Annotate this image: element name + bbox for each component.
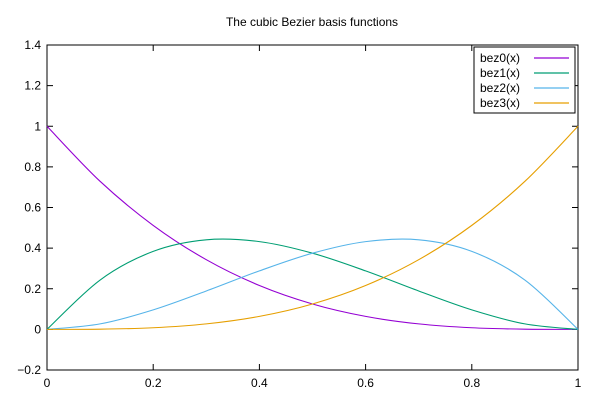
legend-label-3: bez3(x) [480, 96, 520, 110]
x-tick-label: 0.4 [251, 376, 268, 390]
x-tick-label: 0.2 [145, 376, 162, 390]
series-line-3 [46, 125, 579, 330]
series-line-0 [46, 125, 579, 330]
y-tick-label: 0.8 [24, 160, 41, 174]
series-line-2 [46, 238, 579, 330]
series-lines [46, 125, 579, 330]
y-tick-label: 1.4 [24, 38, 41, 52]
chart-title: The cubic Bezier basis functions [226, 15, 398, 29]
x-tick-label: 0.8 [463, 376, 480, 390]
y-tick-label: 1.2 [24, 79, 41, 93]
legend-label-0: bez0(x) [480, 51, 520, 65]
legend-label-2: bez2(x) [480, 81, 520, 95]
y-tick-label: 1 [34, 119, 41, 133]
series-line-1 [46, 238, 579, 330]
legend: bez0(x)bez1(x)bez2(x)bez3(x) [473, 46, 576, 114]
legend-label-1: bez1(x) [480, 66, 520, 80]
y-tick-label: 0.4 [24, 241, 41, 255]
y-tick-label: 0.6 [24, 201, 41, 215]
x-tick-label: 1 [575, 376, 582, 390]
x-tick-label: 0.6 [357, 376, 374, 390]
x-tick-label: 0 [44, 376, 51, 390]
y-tick-label: 0.2 [24, 282, 41, 296]
y-tick-label: 0 [34, 322, 41, 336]
y-tick-label: −0.2 [17, 363, 41, 377]
axis-ticks: 0 0.2 0.4 0.6 0.8 1−0.200.20.40.60.811.21.4 [17, 38, 581, 390]
